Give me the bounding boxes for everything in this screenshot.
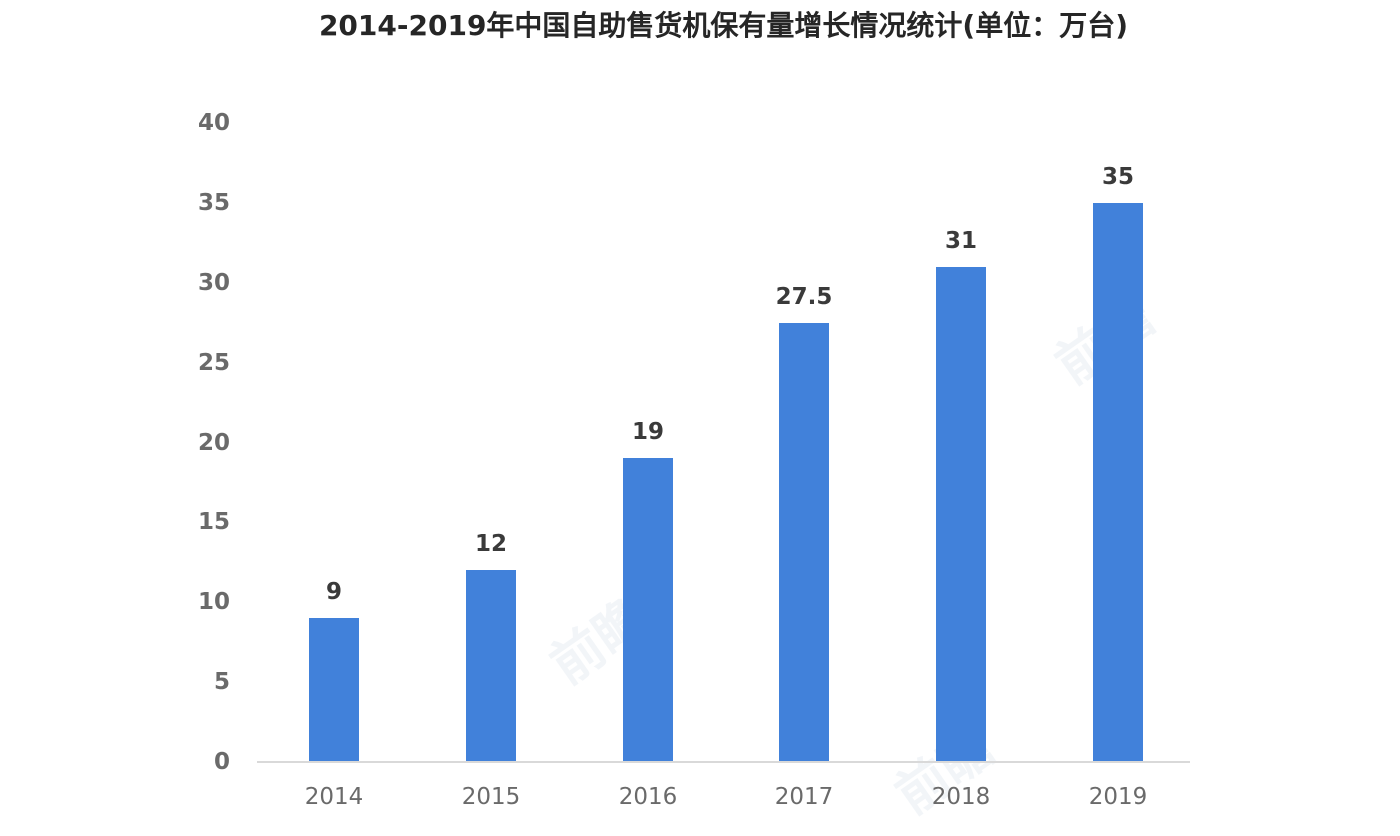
y-tick-label: 10 <box>197 589 230 615</box>
y-tick-label: 40 <box>197 110 230 136</box>
bar-value-label: 35 <box>1101 164 1134 190</box>
x-tick-label: 2018 <box>931 784 991 810</box>
bar-value-label: 12 <box>474 531 507 557</box>
bar-2019 <box>1093 203 1143 762</box>
y-tick-label: 15 <box>197 509 230 535</box>
bar-value-label: 9 <box>325 579 342 605</box>
y-tick-label: 5 <box>213 669 230 695</box>
x-tick-label: 2019 <box>1088 784 1148 810</box>
bar-value-label: 19 <box>631 419 664 445</box>
y-tick-label: 30 <box>197 270 230 296</box>
y-tick-label: 0 <box>213 749 230 775</box>
x-axis-line <box>257 761 1190 763</box>
bar-2016 <box>623 458 673 762</box>
chart-title: 2014-2019年中国自助售货机保有量增长情况统计(单位：万台) <box>318 9 1129 42</box>
y-tick-label: 25 <box>197 350 230 376</box>
y-tick-label: 20 <box>197 430 230 456</box>
x-tick-label: 2017 <box>774 784 834 810</box>
x-tick-label: 2016 <box>618 784 678 810</box>
bar-2015 <box>466 570 516 762</box>
bar-2018 <box>936 267 986 762</box>
bar-value-label: 31 <box>944 228 977 254</box>
x-tick-label: 2015 <box>461 784 521 810</box>
bar-value-label: 27.5 <box>775 284 833 310</box>
y-tick-label: 35 <box>197 190 230 216</box>
bar-2017 <box>779 323 829 762</box>
bar-2014 <box>309 618 359 762</box>
x-tick-label: 2014 <box>304 784 364 810</box>
